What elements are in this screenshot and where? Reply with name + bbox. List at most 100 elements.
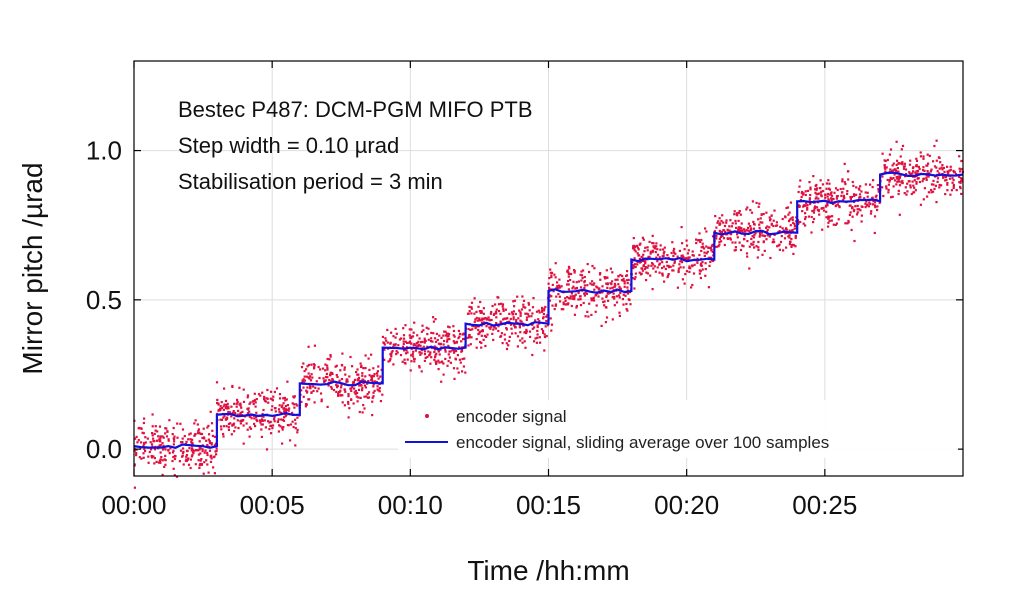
scatter-point [720, 240, 723, 243]
scatter-point [216, 401, 219, 405]
scatter-point [914, 171, 917, 174]
scatter-point [490, 325, 493, 328]
scatter-point [356, 391, 359, 395]
scatter-point [568, 267, 571, 270]
annotation-block: Bestec P487: DCM-PGM MIFO PTB Step width… [178, 97, 533, 194]
scatter-point [354, 389, 357, 393]
scatter-point [262, 408, 265, 412]
scatter-point [307, 345, 310, 348]
scatter-point [856, 208, 859, 211]
scatter-point [468, 334, 471, 337]
scatter-point [449, 361, 452, 364]
scatter-point [469, 328, 472, 331]
scatter-point [161, 459, 164, 462]
scatter-point [802, 205, 805, 208]
scatter-point [792, 244, 795, 247]
scatter-point [310, 391, 313, 394]
scatter-point [413, 357, 416, 361]
scatter-point [905, 193, 908, 196]
scatter-point [254, 425, 257, 428]
scatter-point [227, 407, 230, 410]
scatter-point [717, 245, 720, 248]
scatter-point [408, 328, 411, 331]
scatter-point [399, 354, 403, 357]
scatter-point [147, 461, 150, 464]
scatter-point [198, 466, 201, 469]
scatter-point [158, 459, 161, 462]
scatter-point [452, 325, 455, 328]
scatter-point [644, 266, 647, 269]
scatter-point [865, 204, 868, 207]
scatter-point [586, 284, 589, 287]
scatter-point [157, 461, 160, 464]
scatter-point [461, 357, 464, 361]
scatter-point [932, 190, 935, 193]
scatter-point [367, 396, 371, 399]
scatter-point [897, 170, 900, 173]
scatter-point [370, 377, 373, 380]
scatter-point [762, 212, 765, 216]
scatter-point [133, 449, 136, 452]
scatter-point [626, 286, 629, 289]
scatter-point [609, 287, 612, 290]
scatter-point [584, 315, 587, 318]
scatter-point [834, 187, 838, 190]
scatter-point [715, 245, 718, 248]
scatter-point [541, 310, 544, 313]
scatter-point [898, 213, 901, 216]
scatter-point [572, 280, 575, 283]
scatter-point [840, 191, 844, 194]
scatter-point [311, 376, 314, 379]
scatter-point [159, 461, 162, 464]
scatter-point [404, 352, 408, 355]
scatter-point [651, 262, 654, 265]
scatter-point [867, 205, 870, 208]
scatter-point [754, 232, 757, 235]
scatter-point [420, 352, 423, 355]
scatter-point [759, 217, 762, 220]
x-tick-label: 00:00 [101, 490, 166, 520]
scatter-point [320, 400, 323, 403]
scatter-point [707, 246, 710, 249]
scatter-point [363, 407, 366, 410]
scatter-point [245, 422, 248, 425]
scatter-point [452, 329, 456, 333]
scatter-point [626, 309, 629, 312]
scatter-point [197, 428, 200, 431]
scatter-point [142, 452, 145, 455]
scatter-point [305, 403, 308, 406]
scatter-point [874, 206, 877, 209]
scatter-point [222, 416, 225, 419]
scatter-point [848, 213, 851, 216]
scatter-point [567, 297, 570, 300]
scatter-point [907, 180, 910, 183]
scatter-point [781, 217, 784, 221]
scatter-point [155, 439, 158, 442]
scatter-point [519, 312, 522, 315]
scatter-point [376, 374, 379, 377]
scatter-point [940, 184, 943, 187]
scatter-point [749, 229, 752, 232]
scatter-point [790, 237, 793, 241]
scatter-point [408, 334, 411, 337]
scatter-point [330, 387, 333, 390]
scatter-point [599, 272, 602, 275]
scatter-point [808, 197, 811, 200]
scatter-point [819, 179, 822, 182]
scatter-point [239, 422, 242, 425]
scatter-point [726, 237, 729, 240]
scatter-point [672, 264, 675, 267]
scatter-point [705, 230, 708, 233]
scatter-point [583, 284, 586, 287]
scatter-point [190, 455, 193, 458]
scatter-point [575, 281, 578, 284]
scatter-point [593, 299, 596, 302]
scatter-point [211, 434, 214, 437]
scatter-point [646, 249, 649, 252]
scatter-point [197, 459, 200, 462]
scatter-point [376, 372, 379, 375]
scatter-point [559, 300, 562, 303]
scatter-point [855, 193, 858, 196]
scatter-point [789, 240, 792, 243]
scatter-point [294, 444, 297, 447]
